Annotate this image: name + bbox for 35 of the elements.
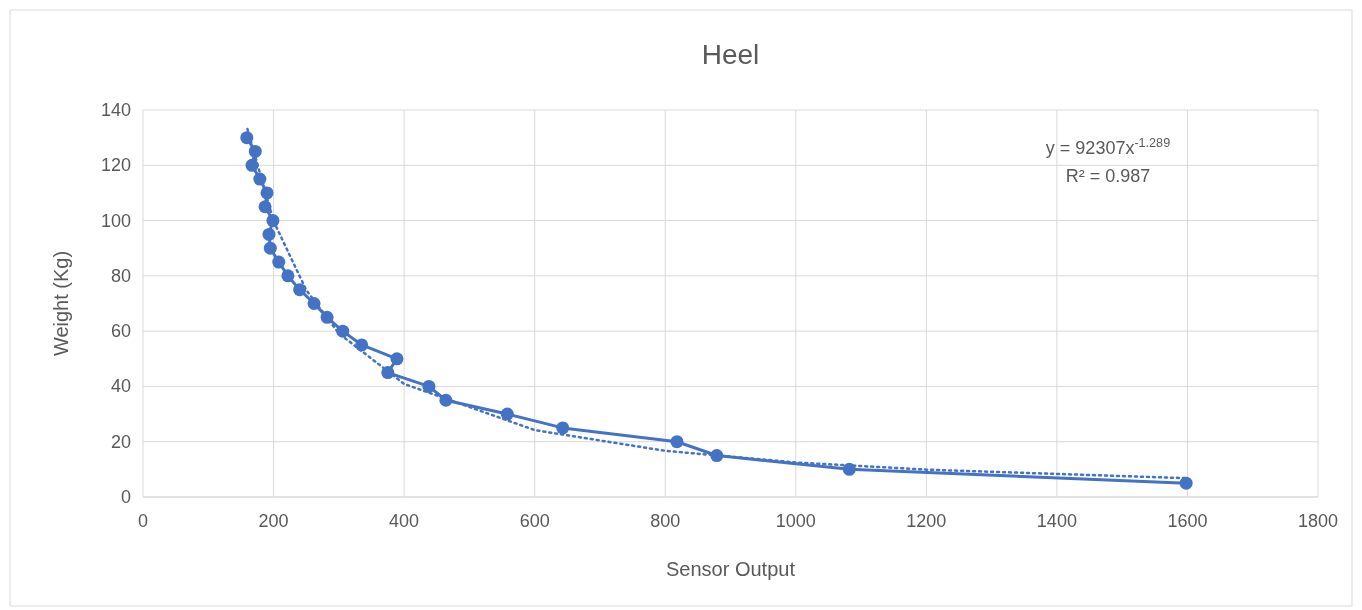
x-axis-title: Sensor Output	[666, 558, 796, 580]
point	[670, 435, 684, 449]
point	[422, 379, 436, 393]
y-tick-label: 100	[100, 210, 131, 231]
y-tick-label: 20	[110, 431, 131, 452]
point	[263, 241, 277, 255]
y-tick-label: 120	[100, 155, 131, 176]
x-tick-label: 1400	[1036, 511, 1077, 531]
point	[500, 407, 514, 421]
x-tick-label: 400	[389, 511, 420, 531]
y-tick-label: 40	[110, 376, 131, 397]
y-tick-label: 80	[110, 265, 131, 286]
annotation: R² = 0.987	[1065, 166, 1151, 186]
point	[293, 283, 307, 297]
point	[281, 269, 295, 283]
y-tick-label: 60	[110, 321, 131, 342]
x-tick-label: 200	[258, 511, 289, 531]
y-tick-label: 0	[120, 487, 131, 507]
point	[245, 158, 259, 172]
point	[556, 421, 570, 435]
x-tick-label: 1800	[1297, 511, 1339, 531]
point	[390, 352, 404, 366]
point	[262, 227, 276, 241]
x-tick-label: 0	[137, 511, 149, 531]
y-axis-title: Weight (Kg)	[50, 250, 72, 357]
chart-title: Heel	[701, 39, 760, 70]
point	[272, 255, 286, 269]
x-tick-label: 1600	[1167, 511, 1208, 531]
annotation: y = 92307x$^{-1.289}$	[1045, 136, 1171, 158]
x-tick-label: 800	[650, 511, 681, 531]
x-tick-label: 600	[519, 511, 550, 531]
point	[1179, 476, 1193, 490]
x-tick-label: 1000	[775, 511, 816, 531]
y-tick-label: 140	[100, 100, 131, 120]
x-tick-label: 1200	[906, 511, 947, 531]
